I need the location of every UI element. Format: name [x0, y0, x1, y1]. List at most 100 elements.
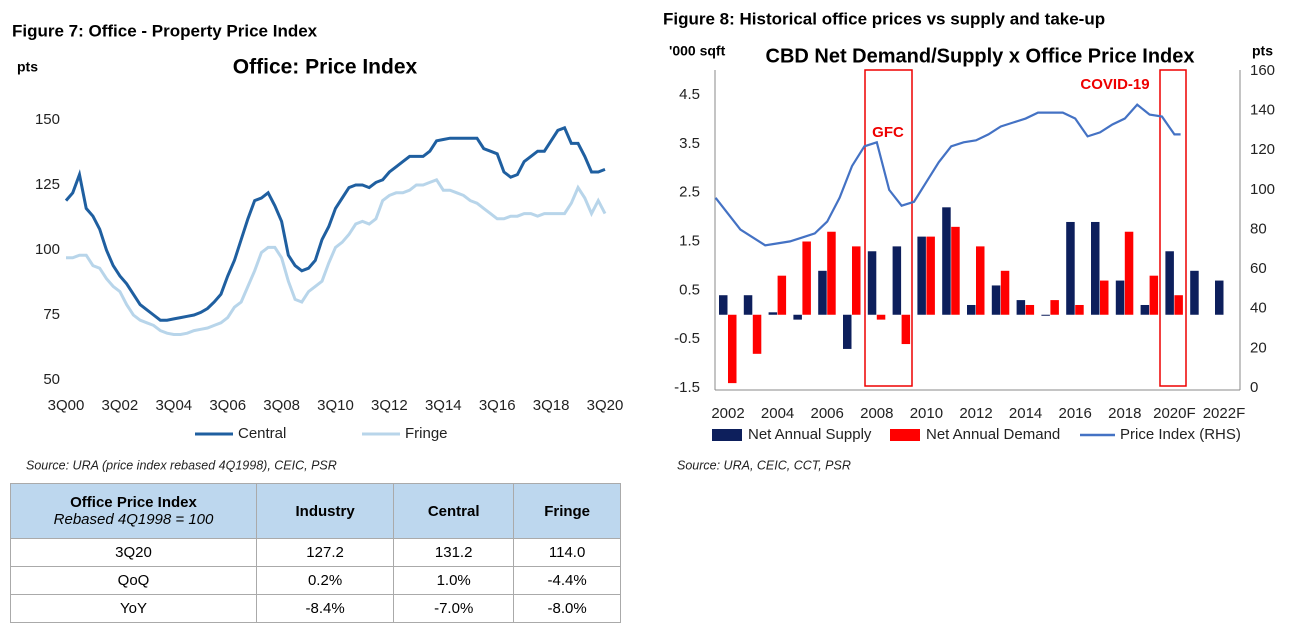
bar — [777, 275, 787, 315]
header-cell: Office Price Index Rebased 4Q1998 = 100 — [10, 483, 257, 539]
y2-tick-label: 160 — [1250, 62, 1275, 79]
x-tick-label: 3Q18 — [533, 397, 570, 414]
bar — [752, 314, 762, 354]
bar — [743, 295, 753, 315]
y-tick-label: 125 — [35, 176, 60, 193]
bar — [976, 246, 985, 315]
x-tick-label: 3Q10 — [317, 397, 354, 414]
y2-tick-label: 140 — [1250, 102, 1275, 119]
x-tick-label: 2016 — [1059, 405, 1092, 422]
x-tick-label: 2008 — [860, 405, 893, 422]
y-tick-label: 4.5 — [679, 86, 700, 103]
cell: QoQ — [10, 566, 257, 595]
y2-tick-label: 0 — [1250, 379, 1258, 396]
source: Source: URA (price index rebased 4Q1998)… — [26, 458, 337, 472]
bar — [1000, 270, 1010, 315]
bar — [991, 285, 1001, 315]
header-sub: Rebased 4Q1998 = 100 — [53, 511, 214, 528]
header-cell: Central — [393, 483, 515, 539]
bar — [1215, 280, 1224, 315]
gfc-box — [864, 69, 913, 387]
y-axis-label: pts — [17, 59, 38, 75]
bar — [818, 270, 827, 315]
bar — [901, 314, 911, 345]
bar — [1075, 304, 1084, 315]
legend-swatch — [890, 429, 920, 441]
source: Source: URA, CEIC, CCT, PSR — [677, 458, 851, 472]
bar — [1016, 300, 1026, 315]
cell: 1.0% — [393, 566, 515, 595]
cell: -7.0% — [393, 594, 515, 623]
line — [714, 103, 1181, 247]
y2-axis-label: pts — [1252, 43, 1273, 59]
x-tick-label: 3Q04 — [155, 397, 192, 414]
y-tick-label: 150 — [35, 111, 60, 128]
bar — [793, 314, 802, 320]
header-cell: Fringe — [513, 483, 621, 539]
x-tick-label: 2020F — [1153, 405, 1196, 422]
y2-tick-label: 60 — [1250, 260, 1267, 277]
y2-tick-label: 100 — [1250, 181, 1275, 198]
x-tick-label: 2022F — [1203, 405, 1246, 422]
bar — [1100, 280, 1109, 315]
legend-label: Central — [238, 425, 286, 442]
legend-label: Net Annual Supply — [748, 426, 872, 443]
bar — [843, 314, 852, 349]
x-tick-label: 2004 — [761, 405, 794, 422]
bar — [951, 226, 960, 315]
row: YoY -8.4% -7.0% -8.0% — [10, 594, 621, 623]
annotation: COVID-19 — [1080, 76, 1149, 93]
bar — [1165, 251, 1174, 315]
bar — [802, 241, 811, 315]
legend-swatch — [712, 429, 742, 441]
cell: 114.0 — [513, 538, 621, 567]
x-tick-label: 3Q14 — [425, 397, 462, 414]
header-text: Office Price Index — [70, 494, 197, 511]
x-tick-label: 3Q02 — [102, 397, 139, 414]
x-tick-label: 3Q16 — [479, 397, 516, 414]
row: QoQ 0.2% 1.0% -4.4% — [10, 566, 621, 595]
bar — [1066, 221, 1075, 315]
price-table: Office Price Index Rebased 4Q1998 = 100 I… — [10, 483, 621, 623]
cell: 0.2% — [255, 566, 395, 595]
bar — [1190, 270, 1199, 315]
legend-label: Price Index (RHS) — [1120, 426, 1241, 443]
y2-tick-label: 120 — [1250, 141, 1275, 158]
y-tick-label: 100 — [35, 241, 60, 258]
y-tick-label: 75 — [43, 306, 60, 323]
header-cell: Industry — [255, 483, 395, 539]
bar — [926, 236, 935, 315]
y-tick-label: -1.5 — [674, 379, 700, 396]
charts: Figure 7: Office - Property Price Index … — [12, 9, 1275, 472]
chart-title: Office: Price Index — [233, 56, 418, 79]
bar — [1041, 314, 1050, 316]
bar — [892, 246, 902, 315]
bar — [827, 231, 836, 315]
cell: -8.0% — [513, 594, 621, 623]
cell: -8.4% — [255, 594, 395, 623]
bar — [852, 246, 861, 315]
x-tick-label: 3Q06 — [209, 397, 246, 414]
x-tick-label: 3Q12 — [371, 397, 408, 414]
line — [66, 177, 607, 336]
y-tick-label: -0.5 — [674, 330, 700, 347]
x-tick-label: 2018 — [1108, 405, 1141, 422]
x-tick-label: 3Q08 — [263, 397, 300, 414]
figure-caption: Figure 7: Office - Property Price Index — [12, 21, 318, 40]
bar — [1050, 300, 1059, 315]
y2-tick-label: 40 — [1250, 300, 1267, 317]
bar — [1115, 280, 1125, 315]
cell: 3Q20 — [10, 538, 257, 567]
bar — [917, 236, 926, 315]
bar — [1124, 231, 1134, 315]
legend-label: Net Annual Demand — [926, 426, 1060, 443]
bar — [719, 295, 728, 315]
row: 3Q20 127.2 131.2 114.0 — [10, 538, 621, 567]
cell: 127.2 — [255, 538, 395, 567]
header-row: Office Price Index Rebased 4Q1998 = 100 I… — [10, 483, 621, 539]
y-tick-label: 1.5 — [679, 232, 700, 249]
chart-title: CBD Net Demand/Supply x Office Price Ind… — [766, 45, 1195, 67]
x-tick-label: 2014 — [1009, 405, 1042, 422]
y-tick-label: 3.5 — [679, 135, 700, 152]
